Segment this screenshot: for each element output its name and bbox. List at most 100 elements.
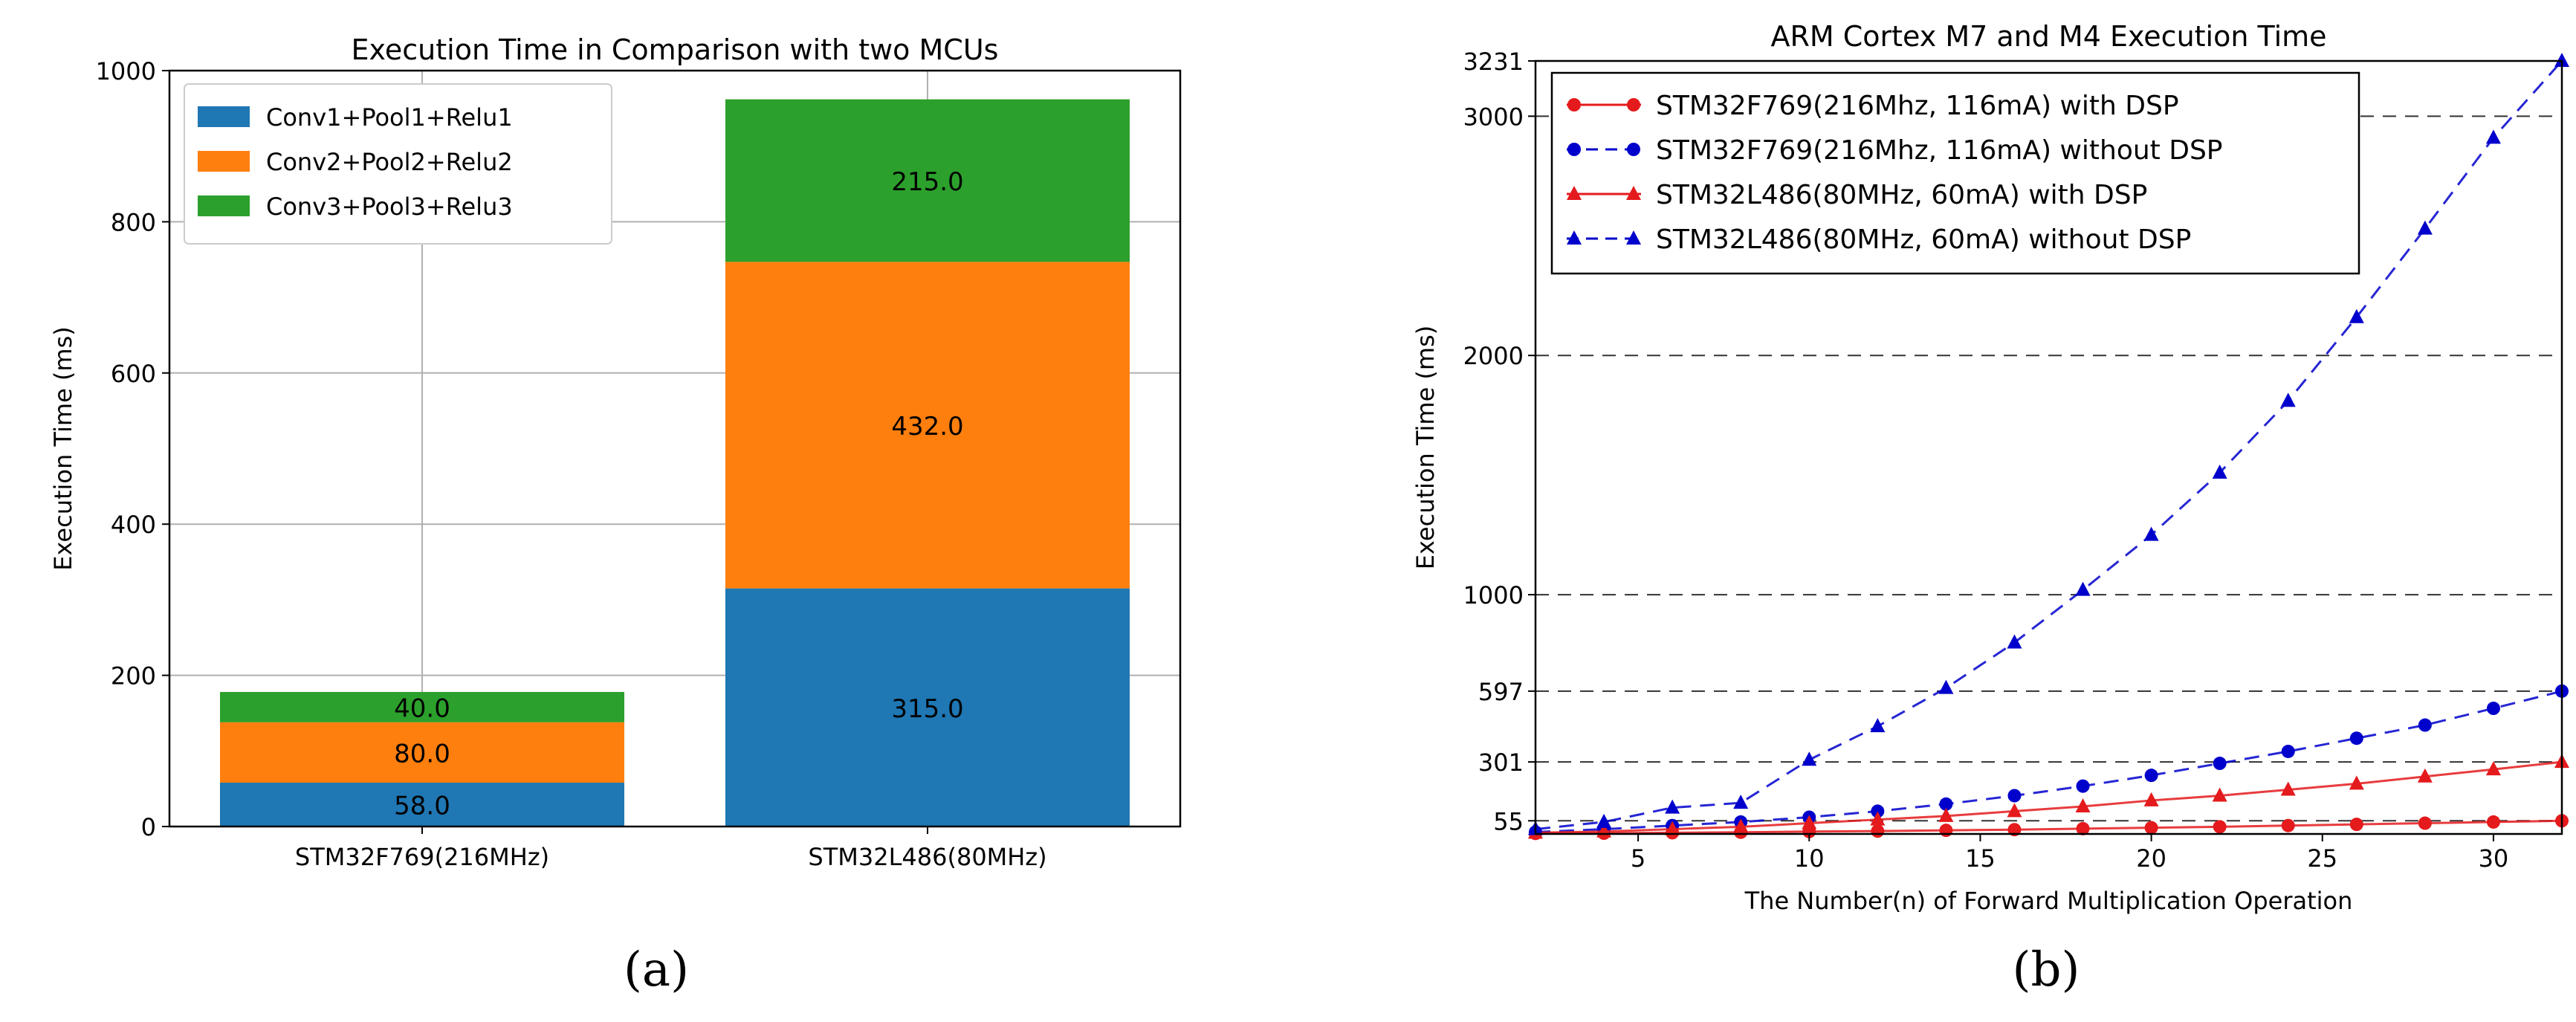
- data-point: [2075, 798, 2091, 812]
- data-point: [1939, 797, 1953, 811]
- bar-value-label: 432.0: [891, 412, 963, 442]
- legend-marker: [1627, 143, 1640, 156]
- legend-swatch: [198, 195, 250, 216]
- data-point: [2007, 823, 2022, 837]
- legend: STM32F769(216Mhz, 116mA) with DSP STM32F7…: [1550, 71, 2360, 275]
- legend-marker: [1626, 186, 1641, 200]
- x-tick-label: STM32L486(80MHz): [808, 843, 1046, 871]
- stacked-bar-chart: 58.0 80.0 40.0 315.0 432.0 215.0 0 200 400 600 800…: [49, 33, 1182, 871]
- data-point: [2076, 821, 2090, 835]
- data-point: [1665, 821, 1680, 835]
- y-tick-label: 0: [141, 813, 156, 841]
- series-line: [1535, 819, 2563, 835]
- bar-value-label: 58.0: [394, 792, 450, 821]
- data-point: [2281, 818, 2295, 832]
- data-point: [1871, 824, 1885, 838]
- y-axis-label: Execution Time (ms): [1411, 326, 1440, 570]
- data-point: [1596, 813, 1612, 828]
- legend-entry-label: STM32F769(216Mhz, 116mA) with DSP: [1656, 91, 2179, 121]
- data-point: [1938, 679, 1954, 694]
- data-point: [2418, 718, 2432, 732]
- x-axis-label: The Number(n) of Forward Multiplication …: [1744, 887, 2353, 915]
- bar-segment: [725, 99, 1130, 262]
- data-point: [1802, 815, 1817, 829]
- line-chart: 55 301 597 1000 2000 3000 3231 5 10 15 20 25 30 ARM C…: [1411, 20, 2569, 915]
- y-tick-label: 400: [111, 511, 156, 539]
- data-point: [1938, 807, 1954, 822]
- legend-entry-label: STM32L486(80MHz, 60mA) without DSP: [1656, 224, 2191, 255]
- legend-entry-label: Conv3+Pool3+Relu3: [266, 193, 513, 221]
- y-tick-label: 55: [1493, 807, 1524, 835]
- bar-segment: [220, 722, 624, 783]
- data-point: [2554, 53, 2569, 67]
- chart-title: ARM Cortex M7 and M4 Execution Time: [1770, 20, 2326, 53]
- x-tick-label: 10: [1794, 844, 1825, 873]
- y-tick-label: 597: [1478, 678, 1524, 706]
- data-point: [2349, 818, 2363, 832]
- x-tick-label: 30: [2479, 844, 2509, 873]
- data-point: [2280, 781, 2296, 796]
- data-point: [1733, 818, 1749, 833]
- data-point: [1802, 751, 1817, 766]
- data-point: [2280, 392, 2296, 407]
- bar-value-label: 80.0: [394, 739, 450, 769]
- data-point: [1870, 811, 1886, 826]
- legend-entry-label: Conv2+Pool2+Relu2: [266, 148, 513, 176]
- bar-value-label: 40.0: [394, 693, 450, 723]
- data-point: [2417, 220, 2433, 235]
- legend-entry-label: STM32F769(216Mhz, 116mA) without DSP: [1656, 135, 2223, 166]
- y-tick-label: 200: [111, 662, 156, 691]
- legend-box: [1550, 71, 2360, 275]
- plot-frame: [168, 69, 1182, 828]
- data-point: [1733, 795, 1749, 809]
- chart-title: Execution Time in Comparison with two MC…: [352, 33, 999, 66]
- data-point: [2485, 129, 2501, 144]
- y-tick-label: 301: [1478, 748, 1524, 777]
- bar-value-label: 215.0: [891, 167, 963, 197]
- legend-entry-label: Conv1+Pool1+Relu1: [266, 103, 513, 132]
- data-point: [2144, 821, 2158, 835]
- data-point: [2349, 731, 2363, 746]
- data-point: [1939, 824, 1953, 838]
- data-point: [2007, 789, 2022, 803]
- data-point: [2212, 464, 2227, 479]
- data-point: [2349, 308, 2364, 323]
- legend-entry-label: STM32L486(80MHz, 60mA) with DSP: [1656, 180, 2147, 210]
- series-line: [1535, 60, 2563, 831]
- data-point: [2212, 787, 2227, 802]
- data-point: [2281, 744, 2295, 758]
- data-point: [2075, 581, 2091, 596]
- panel-label-a: (a): [623, 942, 690, 997]
- data-point: [2143, 526, 2159, 541]
- plot-frame: [1534, 59, 2563, 835]
- legend-swatch: [198, 106, 250, 127]
- legend-swatch: [198, 151, 250, 172]
- y-tick-label: 2000: [1463, 342, 1524, 370]
- x-tick-label: 5: [1631, 844, 1645, 873]
- legend-marker: [1626, 230, 1641, 245]
- legend: Conv1+Pool1+Relu1 Conv2+Pool2+Relu2 Conv3+…: [184, 83, 612, 245]
- data-point: [2007, 803, 2022, 818]
- y-tick-label: 800: [111, 208, 156, 236]
- x-tick-label: 20: [2136, 844, 2166, 873]
- legend-marker: [1567, 186, 1582, 200]
- figure-b: 55 301 597 1000 2000 3000 3231 5 10 15 20 25 30 ARM C…: [1288, 0, 2576, 1022]
- y-tick-label: 3231: [1463, 48, 1524, 76]
- data-point: [1871, 804, 1885, 818]
- data-point: [1665, 799, 1680, 814]
- data-point: [2349, 775, 2364, 790]
- bar-segment: [725, 588, 1130, 827]
- data-point: [2485, 761, 2501, 776]
- data-point: [2213, 820, 2227, 834]
- data-point: [2486, 815, 2500, 829]
- bar-segment: [725, 262, 1130, 589]
- data-point: [2213, 757, 2227, 771]
- data-point: [2486, 702, 2500, 716]
- data-point: [1870, 718, 1886, 733]
- series-line: [1535, 760, 2563, 834]
- legend-box: [184, 83, 612, 245]
- panel-label-b: (b): [2012, 942, 2080, 997]
- data-point: [2417, 768, 2433, 783]
- x-tick-label: STM32F769(216MHz): [295, 843, 549, 871]
- y-axis-label: Execution Time (ms): [49, 326, 77, 571]
